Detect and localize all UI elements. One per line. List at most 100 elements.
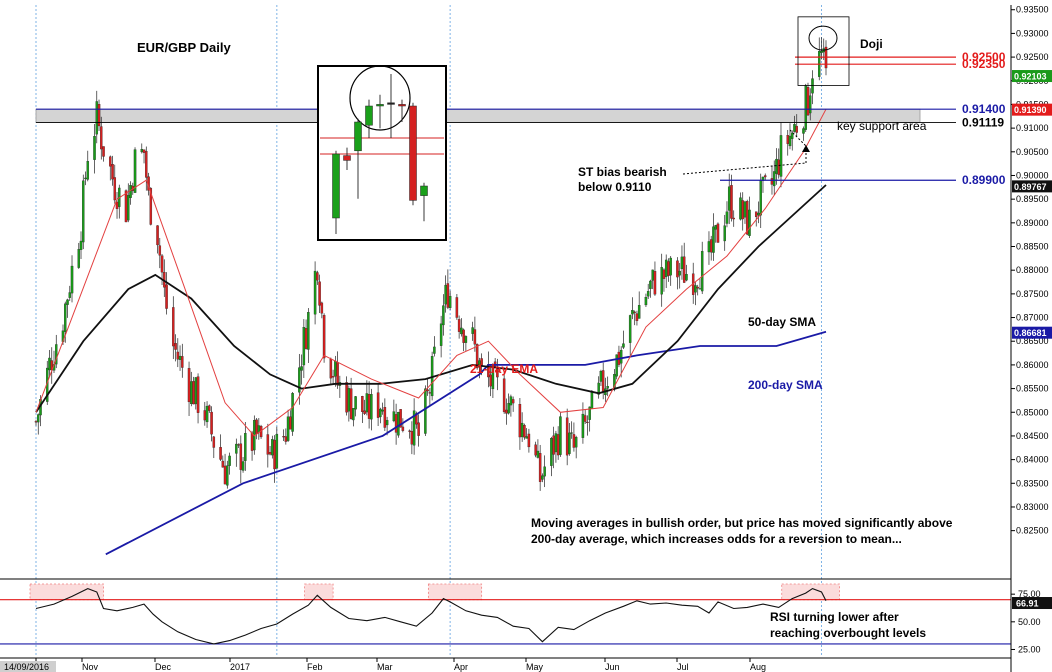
- candle-body: [336, 362, 339, 386]
- candle: [109, 155, 112, 181]
- candle-body: [221, 460, 225, 468]
- candle: [788, 123, 792, 150]
- candle-body: [331, 376, 335, 378]
- candle-body: [471, 327, 474, 334]
- candle-body: [113, 177, 117, 201]
- candle-body: [509, 396, 513, 406]
- candle: [291, 391, 294, 436]
- candle-body: [97, 104, 101, 127]
- candle-body: [394, 414, 398, 433]
- candle: [559, 412, 562, 457]
- candle-body: [192, 381, 195, 405]
- candle: [196, 373, 200, 424]
- candle-body: [763, 175, 767, 178]
- candle-body: [473, 329, 477, 345]
- candle-body: [111, 164, 114, 180]
- candle-body: [158, 245, 162, 256]
- candle-body: [354, 396, 357, 410]
- candle: [538, 444, 542, 491]
- candle-body: [127, 195, 130, 221]
- candle-body: [145, 151, 148, 178]
- price-tick-label: 0.82500: [1016, 526, 1049, 536]
- candle-body: [716, 223, 720, 243]
- inset-candle: [343, 147, 351, 170]
- candle-body: [365, 393, 369, 413]
- candle: [300, 354, 303, 385]
- time-tick-label: Apr: [454, 662, 468, 672]
- candle: [97, 99, 101, 132]
- candle-body: [289, 416, 292, 430]
- st-bias-arrow-head: [802, 145, 810, 152]
- candle-body: [203, 410, 207, 421]
- candle-body: [376, 392, 380, 418]
- candle: [320, 301, 324, 319]
- candle-body: [410, 431, 414, 445]
- candle: [669, 256, 672, 286]
- candle-body: [275, 434, 279, 469]
- candle-body: [77, 249, 81, 268]
- candle-body: [505, 409, 508, 414]
- candle: [313, 261, 317, 325]
- candle-body: [210, 411, 213, 435]
- candle-body: [786, 135, 789, 144]
- candle-body: [583, 415, 587, 422]
- candle-body: [527, 433, 531, 448]
- candle: [226, 460, 229, 489]
- candle: [795, 114, 798, 137]
- inset-doji-circle: [349, 65, 411, 131]
- candle-body: [187, 368, 191, 403]
- candle-body: [241, 461, 245, 471]
- candle-body: [667, 261, 670, 276]
- comment-line-1: Moving averages in bullish order, but pr…: [531, 516, 953, 530]
- candle: [633, 310, 636, 326]
- candle-body: [732, 217, 735, 220]
- price-tick-label: 0.85000: [1016, 407, 1049, 417]
- candle-body: [286, 416, 290, 441]
- candle: [322, 313, 326, 363]
- candle-body: [149, 188, 153, 225]
- candle: [442, 294, 445, 336]
- candle-body: [615, 354, 618, 377]
- candle: [676, 257, 679, 290]
- candle-body: [757, 212, 760, 216]
- candle-body: [676, 260, 679, 278]
- candle-body: [383, 407, 387, 428]
- candle-body: [804, 85, 807, 130]
- candle-body: [313, 270, 317, 315]
- candle: [142, 149, 146, 164]
- candle-body: [743, 201, 747, 218]
- candle-body: [176, 351, 180, 360]
- inset-candle-body: [365, 105, 373, 126]
- candle: [275, 426, 279, 470]
- candle: [619, 346, 623, 378]
- candle: [586, 415, 589, 436]
- candle-body: [502, 378, 506, 413]
- candle-body: [282, 436, 285, 438]
- candle-body: [574, 437, 578, 448]
- candle-body: [606, 386, 609, 389]
- candle-body: [664, 259, 668, 278]
- candle-body: [662, 269, 666, 279]
- candle-body: [300, 366, 303, 371]
- candle-body: [320, 302, 324, 314]
- candle: [361, 395, 364, 424]
- candle: [653, 261, 657, 296]
- candle-body: [124, 190, 128, 223]
- candle-body: [725, 211, 729, 224]
- candle: [511, 396, 515, 412]
- candle-body: [779, 135, 783, 177]
- candle: [363, 399, 366, 415]
- candle-body: [302, 327, 306, 366]
- rsi-line: [35, 587, 827, 645]
- candle: [730, 174, 733, 222]
- candle-body: [347, 388, 351, 412]
- candle-body: [190, 381, 193, 405]
- candle-body: [698, 288, 702, 290]
- candle-body: [370, 394, 373, 420]
- inset-candle: [387, 74, 395, 138]
- candle: [464, 335, 468, 352]
- candle-body: [628, 315, 632, 343]
- candle: [678, 262, 681, 289]
- candle: [221, 455, 225, 468]
- candle: [723, 214, 726, 251]
